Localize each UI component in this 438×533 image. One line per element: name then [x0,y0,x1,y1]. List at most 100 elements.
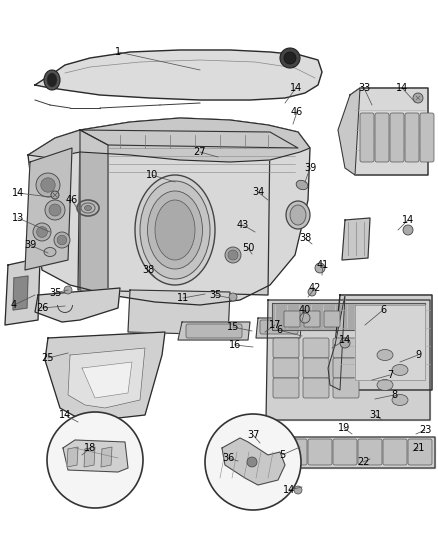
FancyBboxPatch shape [303,378,329,398]
Text: 40: 40 [299,305,311,315]
Text: 6: 6 [380,305,386,315]
Circle shape [37,227,47,237]
Text: 1: 1 [115,47,121,57]
Ellipse shape [135,175,215,285]
Text: 14: 14 [339,335,351,345]
FancyBboxPatch shape [303,338,329,358]
Ellipse shape [377,350,393,360]
Text: 4: 4 [11,300,17,310]
Text: 27: 27 [194,147,206,157]
FancyBboxPatch shape [273,338,299,358]
Circle shape [51,191,59,199]
FancyBboxPatch shape [375,113,389,162]
FancyBboxPatch shape [393,358,419,378]
Text: 23: 23 [419,425,431,435]
Ellipse shape [85,206,92,211]
Polygon shape [266,300,430,420]
Ellipse shape [377,379,393,391]
Polygon shape [63,440,128,472]
Circle shape [45,200,65,220]
Text: 9: 9 [415,350,421,360]
Circle shape [47,412,143,508]
FancyBboxPatch shape [186,324,242,338]
Text: 5: 5 [279,450,285,460]
Circle shape [57,235,67,245]
FancyBboxPatch shape [420,113,434,162]
Ellipse shape [44,247,56,256]
FancyBboxPatch shape [284,311,300,327]
FancyBboxPatch shape [408,439,432,465]
Circle shape [225,247,241,263]
Polygon shape [338,88,360,175]
FancyBboxPatch shape [308,439,332,465]
Ellipse shape [140,181,210,279]
Text: 14: 14 [402,215,414,225]
Text: 8: 8 [391,390,397,400]
Text: 25: 25 [42,353,54,363]
Polygon shape [25,148,72,270]
Ellipse shape [392,365,408,376]
Circle shape [205,414,301,510]
FancyBboxPatch shape [363,338,389,358]
Text: 13: 13 [12,213,24,223]
Circle shape [229,293,237,301]
Text: 46: 46 [291,107,303,117]
Text: 22: 22 [357,457,369,467]
Text: 46: 46 [66,195,78,205]
Ellipse shape [286,201,310,229]
Text: 42: 42 [309,283,321,293]
FancyBboxPatch shape [333,358,359,378]
Text: 10: 10 [146,170,158,180]
Text: 36: 36 [222,453,234,463]
Text: 31: 31 [369,410,381,420]
Text: 14: 14 [290,83,302,93]
Polygon shape [67,447,78,467]
FancyBboxPatch shape [333,439,357,465]
Ellipse shape [392,394,408,406]
Polygon shape [178,322,250,340]
Circle shape [340,338,350,348]
FancyBboxPatch shape [324,311,340,327]
Text: 19: 19 [338,423,350,433]
Circle shape [54,232,70,248]
Circle shape [413,93,423,103]
Text: 15: 15 [227,322,239,332]
Polygon shape [45,332,165,420]
Text: 38: 38 [142,265,154,275]
Polygon shape [335,295,432,390]
Circle shape [308,288,316,296]
Polygon shape [256,318,302,338]
FancyBboxPatch shape [333,338,359,358]
FancyBboxPatch shape [273,358,299,378]
Text: 34: 34 [252,187,264,197]
Polygon shape [35,288,120,322]
Circle shape [315,263,325,273]
Text: 33: 33 [358,83,370,93]
Text: 11: 11 [177,293,189,303]
Polygon shape [222,438,285,485]
Text: 39: 39 [24,240,36,250]
Circle shape [49,204,61,216]
Text: 26: 26 [36,303,48,313]
Circle shape [33,223,51,241]
Text: 50: 50 [242,243,254,253]
FancyBboxPatch shape [303,358,329,378]
Circle shape [284,52,296,64]
Text: 14: 14 [396,83,408,93]
Circle shape [280,48,300,68]
FancyBboxPatch shape [273,378,299,398]
Text: 35: 35 [49,288,61,298]
Polygon shape [13,276,28,310]
FancyBboxPatch shape [405,113,419,162]
Circle shape [247,457,257,467]
Text: 14: 14 [283,485,295,495]
Text: 39: 39 [304,163,316,173]
Text: 14: 14 [12,188,24,198]
Ellipse shape [44,70,60,90]
Circle shape [294,486,302,494]
FancyBboxPatch shape [283,439,307,465]
Ellipse shape [148,191,202,269]
Circle shape [74,418,82,426]
Polygon shape [28,118,310,305]
Circle shape [41,178,55,192]
